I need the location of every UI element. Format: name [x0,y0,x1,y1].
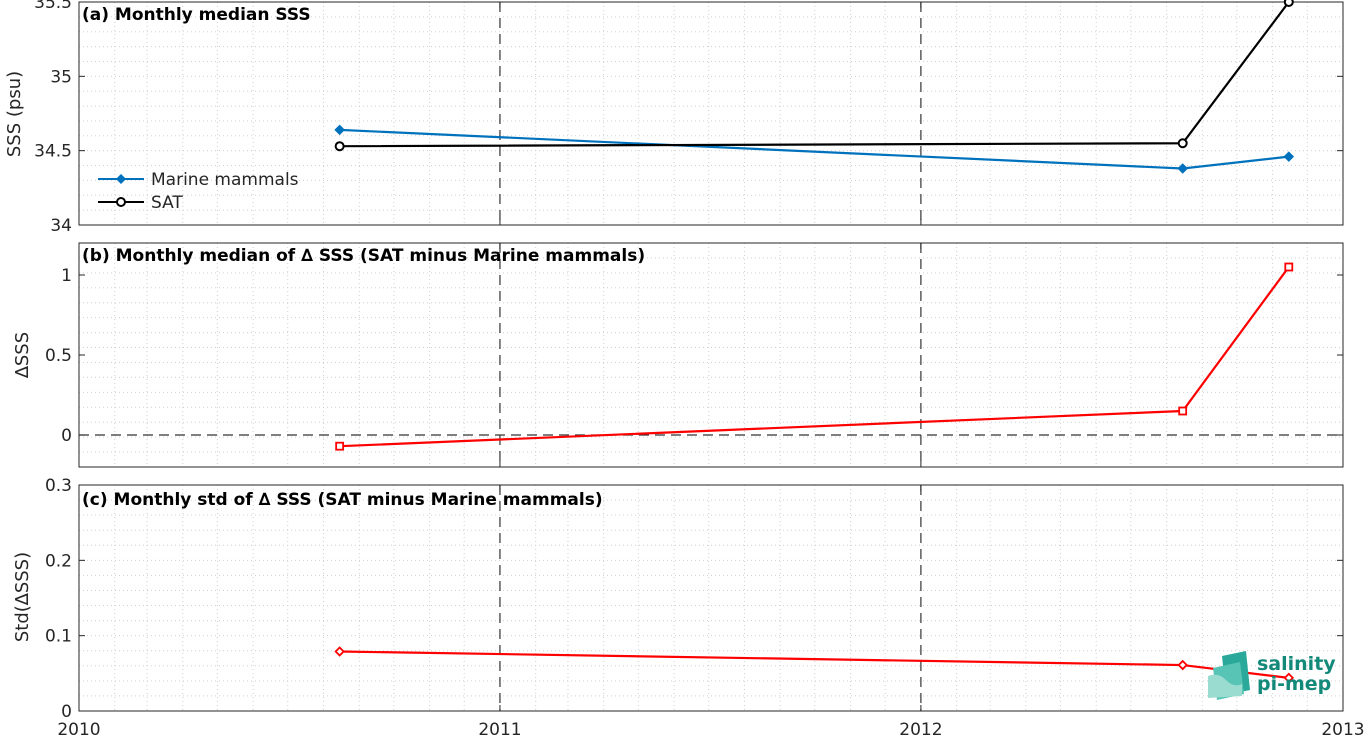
panel-b-ylabel: ∆SSS [12,332,33,379]
y-tick-label: 34.5 [34,142,72,162]
panel-a-ylabel: SSS (psu) [4,71,25,157]
series-line [339,1,1290,148]
panel-c-title: (c) Monthly std of ∆ SSS (SAT minus Mari… [82,490,603,510]
logo-wave-front [1208,674,1242,698]
legend-sat-marker [116,197,126,207]
x-tick-label: 2011 [478,720,521,738]
y-tick-label: 0 [61,426,72,446]
panel-a-title: (a) Monthly median SSS [82,5,311,25]
data-point-marker [335,441,345,451]
y-tick-label: 35 [50,67,72,87]
data-point-marker [1283,151,1295,162]
axes-frame [78,1,1344,226]
data-point-marker [334,141,345,152]
panel-b: 00.51 [45,242,1344,468]
legend-marine-mammals-marker [115,173,127,185]
x-tick-label: 2012 [899,720,942,738]
y-tick-label: 1 [61,266,72,286]
series-line [339,650,1289,679]
data-point-marker [1284,262,1294,272]
data-point-marker [1177,163,1188,174]
y-tick-label: 0.5 [45,346,72,366]
y-tick-label: 0.2 [45,551,72,571]
legend-marine-mammals-label: Marine mammals [151,170,299,190]
series-line [339,266,1290,448]
y-tick-label: 34 [50,216,72,236]
panel-c: 0 0.1 0.2 0.3 2010 2011 2012 2013 [45,476,1365,738]
data-point-marker [1177,659,1188,671]
data-point-marker [1177,138,1188,149]
y-tick-label: 0 [61,702,72,722]
y-tick-label: 0.3 [45,476,72,496]
x-tick-label: 2010 [57,720,100,738]
logo-text-salinity: salinity [1257,653,1336,675]
panel-a: 34 34.5 35 35.5 [34,0,1344,236]
panel-c-ylabel: Std(∆SSS) [12,552,33,642]
x-tick-label: 2013 [1321,720,1364,738]
logo-text-pi-mep: pi-mep [1257,673,1331,695]
salinity-pi-mep-logo: salinity pi-mep [1208,651,1336,700]
series-line [339,128,1289,170]
legend-sat-label: SAT [151,193,183,213]
panel-b-title: (b) Monthly median of ∆ SSS (SAT minus M… [82,246,645,266]
axes-frame [78,242,1344,468]
data-point-marker [1178,406,1188,416]
data-point-marker [1283,672,1295,684]
axes-frame [78,484,1344,712]
y-tick-label: 35.5 [34,0,72,13]
data-point-marker [1283,0,1294,7]
data-point-marker [334,124,345,136]
legend: Marine mammals SAT [98,170,299,213]
data-point-marker [334,646,345,657]
y-tick-label: 0.1 [45,627,72,647]
